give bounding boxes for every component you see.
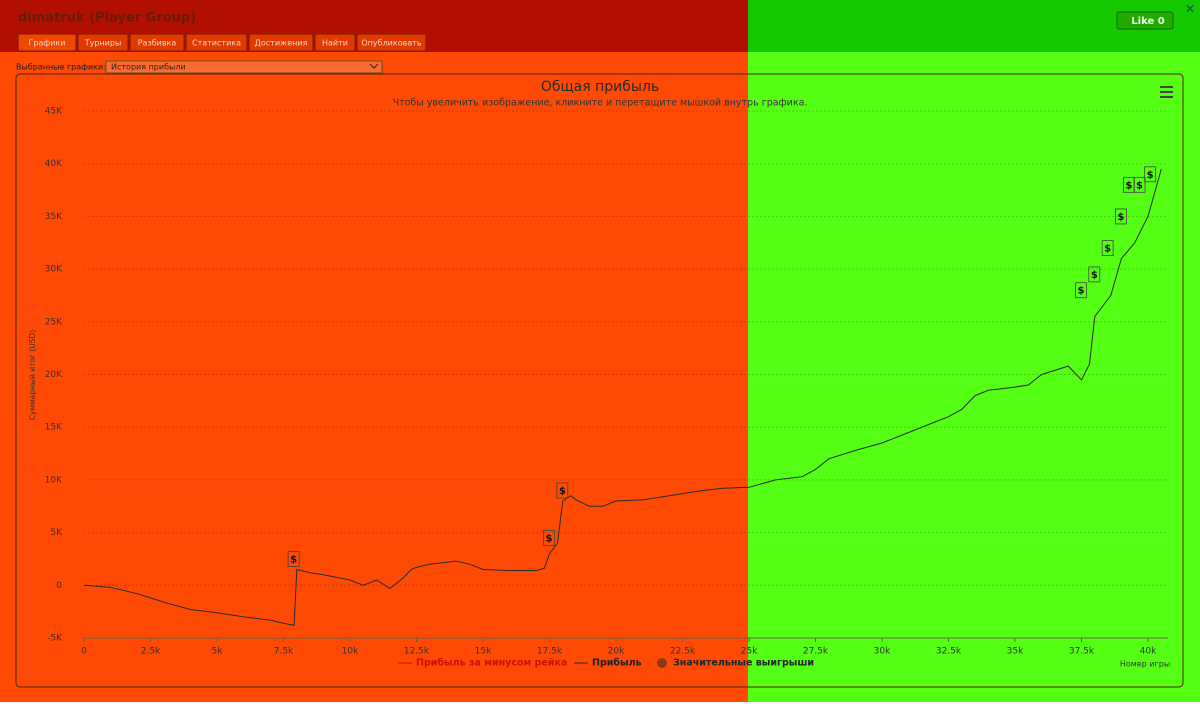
y-tick-label: 35K — [45, 212, 63, 222]
tab[interactable] — [314, 33, 356, 52]
x-tick-label: 0 — [81, 647, 87, 657]
y-axis-label: Суммарный итог (USD) — [28, 330, 37, 421]
y-tick-label: 25K — [45, 317, 63, 327]
tab-label[interactable]: Турниры — [84, 39, 122, 48]
y-tick-label: 15K — [45, 423, 63, 433]
bg-right — [748, 0, 1200, 702]
win-marker — [543, 530, 555, 546]
legend-label[interactable]: Значительные выигрыши — [673, 658, 814, 669]
x-tick-label: 10k — [342, 647, 359, 657]
win-marker-label: $ — [1125, 180, 1132, 191]
x-tick-label: 32.5k — [936, 647, 962, 657]
x-tick-label: 12.5k — [404, 647, 430, 657]
tab-label[interactable]: Найти — [322, 39, 348, 48]
x-tick-label: 27.5k — [803, 647, 829, 657]
win-marker-label: $ — [1078, 286, 1085, 297]
chart-title: Общая прибыль — [541, 79, 659, 95]
x-tick-label: 2.5k — [141, 647, 161, 657]
selector-arrow — [369, 63, 379, 69]
x-tick-label: 37.5k — [1069, 647, 1095, 657]
win-marker-label: $ — [290, 554, 297, 565]
win-marker — [1075, 282, 1087, 299]
win-marker — [1144, 166, 1157, 183]
y-tick-label: 0 — [56, 581, 62, 591]
legend-label[interactable]: Прибыль за минусом рейка — [416, 658, 567, 669]
win-marker — [1133, 176, 1146, 193]
tab[interactable] — [248, 33, 314, 52]
bg-left — [0, 0, 748, 702]
y-tick-label: 5K — [50, 528, 63, 538]
x-tick-label: 30k — [874, 647, 891, 657]
win-marker-label: $ — [546, 533, 553, 544]
chart-subtitle: Чтобы увеличить изображение, кликните и … — [393, 98, 808, 109]
legend-label[interactable]: Прибыль — [592, 658, 642, 669]
like-text[interactable]: Like 0 — [1131, 16, 1164, 27]
x-tick-label: 25k — [741, 647, 758, 657]
win-marker-label: $ — [1091, 270, 1098, 281]
tab[interactable] — [77, 33, 129, 52]
profit-line — [83, 168, 1162, 627]
win-marker-label: $ — [1104, 244, 1111, 255]
x-tick-label: 17.5k — [537, 647, 563, 657]
y-tick-label: 20K — [45, 370, 63, 380]
tab-label[interactable]: Статистика — [192, 39, 241, 48]
win-marker-label: $ — [1147, 170, 1154, 181]
x-axis-label: Номер игры — [1120, 660, 1170, 669]
y-tick-label: 45K — [45, 107, 63, 117]
win-marker-label: $ — [559, 486, 566, 497]
close[interactable]: × — [1185, 2, 1195, 16]
selector-label: Выбранные графики: — [16, 63, 106, 72]
x-tick-label: 7.5k — [274, 647, 294, 657]
x-tick-label: 15k — [475, 647, 492, 657]
tab-label[interactable]: Графики — [29, 39, 66, 48]
like-button[interactable] — [1116, 11, 1174, 30]
tab-label[interactable]: Разбивка — [138, 39, 177, 48]
legend-dot — [657, 658, 667, 668]
tab[interactable] — [356, 33, 427, 52]
tab-label[interactable]: Достижения — [255, 39, 308, 48]
header-title: dimatruk (Player Group) — [18, 11, 196, 26]
selector-value[interactable]: История прибыли — [111, 63, 186, 72]
win-marker-label: $ — [1117, 212, 1124, 223]
tab[interactable] — [17, 33, 77, 52]
selector[interactable] — [105, 60, 383, 74]
win-marker-label: $ — [1136, 180, 1143, 191]
y-tick-label: 40K — [45, 159, 63, 169]
win-marker — [287, 551, 300, 567]
y-tick-label: 10K — [45, 475, 63, 485]
x-tick-label: 20k — [608, 647, 625, 657]
y-tick-label: 30K — [45, 265, 63, 275]
x-tick-label: 35k — [1007, 647, 1024, 657]
tab[interactable] — [129, 33, 185, 52]
menu[interactable] — [1160, 86, 1173, 98]
win-marker — [1088, 266, 1101, 283]
tab[interactable] — [185, 33, 248, 52]
x-tick-label: 5k — [212, 647, 224, 657]
x-tick-label: 40k — [1140, 647, 1157, 657]
x-tick-label: 22.5k — [670, 647, 696, 657]
y-tick-label: -5K — [47, 634, 63, 644]
win-marker — [1101, 240, 1114, 256]
win-marker — [556, 482, 569, 499]
win-marker — [1115, 208, 1127, 225]
chart-frame — [15, 73, 1184, 688]
tab-label[interactable]: Опубликовать — [361, 39, 422, 48]
